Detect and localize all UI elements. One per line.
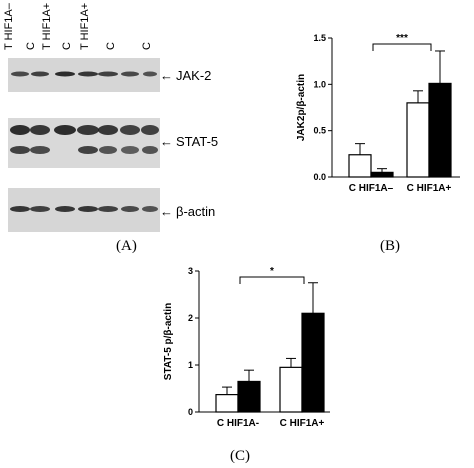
bar xyxy=(348,154,372,178)
y-tick-label: 1 xyxy=(188,360,193,370)
blot-band xyxy=(10,206,30,212)
bar xyxy=(237,380,261,413)
blot-band xyxy=(31,71,49,77)
y-tick-label: 2 xyxy=(188,313,193,323)
blot-band xyxy=(78,71,98,77)
x-category-label: C HIF1A- xyxy=(217,418,259,429)
x-category-label: C HIF1A+ xyxy=(407,183,452,194)
lane-label: T HIF1A+ xyxy=(79,3,91,50)
chart-b: 0.0 0.5 1.0 1.5 JAK2p/β-actin C HIF1A– C HIF1A… xyxy=(296,33,460,194)
blot-band xyxy=(30,206,50,212)
blot-band xyxy=(78,146,98,154)
lane-labels: T HIF1A– C T HIF1A+ C T HIF1A+ C C xyxy=(3,2,153,50)
y-tick-label: 3 xyxy=(188,266,193,276)
blot-band xyxy=(78,206,98,212)
panel-a-blot: T HIF1A– C T HIF1A+ C T HIF1A+ C C ← JAK-2 ← S… xyxy=(3,2,218,254)
bar xyxy=(370,171,394,178)
blot-band xyxy=(121,206,139,212)
significance-bracket xyxy=(239,276,305,284)
jak2-arrow: ← xyxy=(160,68,173,83)
y-tick-label: 0.0 xyxy=(313,172,326,182)
blot-band xyxy=(98,125,118,135)
blot-band xyxy=(141,125,159,135)
blot-band xyxy=(10,125,30,135)
stat5-arrow: ← xyxy=(160,134,173,149)
blot-band xyxy=(10,146,30,154)
lane-label: T HIF1A– xyxy=(3,2,15,50)
significance-marker: *** xyxy=(396,33,408,44)
blot-band xyxy=(55,206,75,212)
blot-bands xyxy=(10,71,159,212)
blot-band xyxy=(30,125,50,135)
y-tick-label: 1.0 xyxy=(313,79,326,89)
blot-band xyxy=(98,71,118,77)
panel-c-label: (C) xyxy=(230,448,250,464)
significance-bracket xyxy=(372,43,432,51)
panel-a-label: (A) xyxy=(116,238,137,254)
actin-arrow: ← xyxy=(160,204,173,219)
actin-label: β-actin xyxy=(176,204,215,219)
y-tick-label: 1.5 xyxy=(313,33,326,43)
blot-band xyxy=(99,146,117,154)
lane-label: C xyxy=(105,42,117,50)
blot-band xyxy=(121,71,139,77)
y-axis-label: STAT-5 p/β-actin xyxy=(163,303,174,380)
bar xyxy=(428,82,452,178)
blot-band xyxy=(143,71,157,77)
lane-label: T HIF1A+ xyxy=(41,3,53,50)
x-category-label: C HIF1A+ xyxy=(280,418,325,429)
blot-band xyxy=(142,146,158,154)
stat5-label: STAT-5 xyxy=(176,134,218,149)
blot-band xyxy=(121,146,139,154)
jak2-label: JAK-2 xyxy=(176,68,211,83)
blot-band xyxy=(55,71,75,77)
lane-label: C xyxy=(61,42,73,50)
blot-band xyxy=(142,206,158,212)
bar xyxy=(279,366,303,413)
lane-label: C xyxy=(141,42,153,50)
blot-band xyxy=(30,146,50,154)
chart-c: 0 1 2 3 STAT-5 p/β-actin C HIF1A- C HIF1A+ * xyxy=(163,266,330,429)
bar xyxy=(301,312,325,413)
bar xyxy=(406,102,430,178)
blot-band xyxy=(11,71,29,77)
blot-band xyxy=(54,125,76,135)
lane-label: C xyxy=(25,42,37,50)
blot-band xyxy=(98,206,118,212)
y-axis-label: JAK2p/β-actin xyxy=(296,74,307,141)
y-tick-label: 0 xyxy=(188,407,193,417)
blot-band xyxy=(120,125,140,135)
x-category-label: C HIF1A– xyxy=(349,183,394,194)
bar xyxy=(215,394,239,413)
panel-b-label: (B) xyxy=(380,238,400,254)
significance-marker: * xyxy=(270,266,274,277)
blot-band xyxy=(77,125,99,135)
y-tick-label: 0.5 xyxy=(313,126,326,136)
